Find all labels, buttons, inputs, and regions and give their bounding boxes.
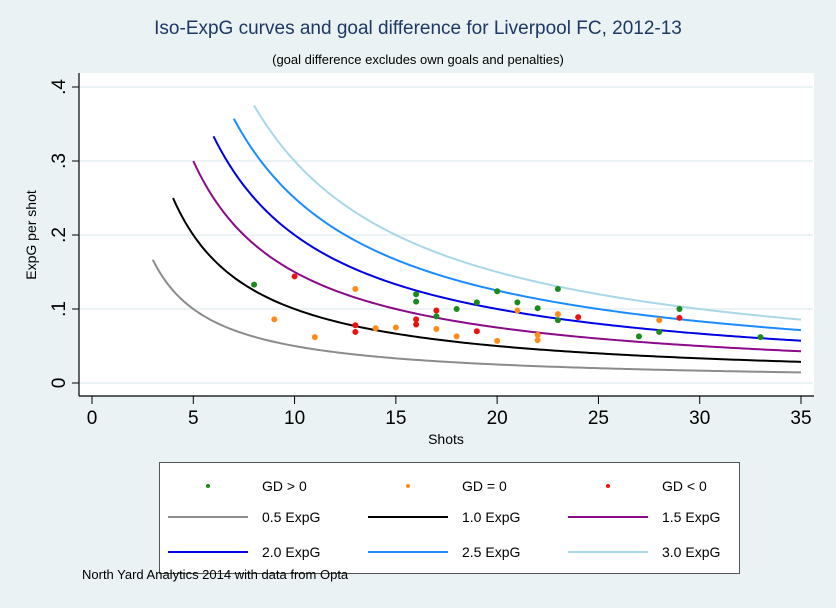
- point-gd-positive: [494, 288, 501, 295]
- legend-label: 2.0 ExpG: [262, 544, 321, 560]
- point-gd-zero: [514, 307, 521, 314]
- chart-plot: 0 5 10 15 20 25 30 35 0 .1 .2 .3 .4 Shots ExpG per …: [23, 73, 814, 447]
- legend-marker-dot: [568, 476, 648, 496]
- y-axis-ticks: 0 .1 .2 .3 .4: [49, 79, 79, 389]
- legend-label: GD < 0: [662, 478, 707, 494]
- legend-label: GD = 0: [462, 478, 507, 494]
- x-tick-label: 0: [87, 408, 98, 429]
- legend-label: 3.0 ExpG: [662, 544, 721, 560]
- legend-label: 1.0 ExpG: [462, 509, 521, 525]
- point-gd-positive: [656, 328, 663, 335]
- point-gd-positive: [534, 305, 541, 312]
- point-gd-zero: [352, 286, 359, 293]
- point-gd-positive: [635, 333, 642, 340]
- match-points: [251, 273, 764, 344]
- x-axis-label: Shots: [428, 431, 464, 447]
- y-tick-label: .3: [49, 153, 70, 169]
- point-gd-positive: [453, 306, 460, 312]
- point-gd-negative: [433, 307, 440, 314]
- point-gd-zero: [372, 325, 379, 332]
- point-gd-zero: [554, 311, 561, 318]
- chart-legend: GD > 0 GD = 0 GD < 0 0.5 ExpG 1.0 ExpG 1.5 Ex…: [159, 462, 740, 574]
- legend-label: 2.5 ExpG: [462, 544, 521, 560]
- point-gd-zero: [433, 325, 440, 332]
- y-tick-label: .1: [49, 301, 70, 317]
- legend-marker-dot: [368, 476, 448, 496]
- legend-marker-line: [568, 542, 648, 562]
- curve-0-5-expg: [151, 259, 802, 374]
- point-gd-negative: [473, 328, 480, 335]
- point-gd-zero: [392, 324, 399, 331]
- y-tick-label: .4: [49, 79, 70, 95]
- curve-2-0-expg: [212, 135, 802, 342]
- x-tick-label: 5: [188, 408, 199, 429]
- legend-label: 0.5 ExpG: [262, 509, 321, 525]
- legend-item: 2.5 ExpG: [368, 542, 520, 562]
- legend-label: GD > 0: [262, 478, 307, 494]
- x-axis-ticks: 0 5 10 15 20 25 30 35: [87, 396, 812, 429]
- point-gd-negative: [676, 314, 683, 321]
- x-tick-label: 35: [790, 408, 811, 429]
- legend-item: 1.0 ExpG: [368, 507, 520, 527]
- point-gd-negative: [352, 322, 359, 329]
- curve-3-0-expg: [253, 104, 802, 321]
- point-gd-positive: [554, 286, 561, 293]
- point-gd-positive: [514, 299, 521, 306]
- point-gd-negative: [413, 321, 420, 328]
- legend-label: 1.5 ExpG: [662, 509, 721, 525]
- legend-marker-line: [568, 507, 648, 527]
- point-gd-positive: [251, 281, 258, 288]
- point-gd-positive: [433, 313, 440, 320]
- point-gd-negative: [291, 273, 298, 280]
- legend-item: 2.0 ExpG: [168, 542, 320, 562]
- point-gd-negative: [352, 328, 359, 335]
- legend-marker-line: [368, 542, 448, 562]
- curve-1-0-expg: [172, 197, 802, 363]
- legend-item: GD > 0: [168, 476, 307, 496]
- curve-2-5-expg: [232, 118, 802, 332]
- y-tick-label: .2: [49, 227, 70, 243]
- point-gd-negative: [575, 314, 582, 321]
- legend-marker-line: [168, 507, 248, 527]
- x-tick-label: 10: [284, 408, 305, 429]
- x-tick-label: 15: [385, 408, 406, 429]
- point-gd-zero: [494, 337, 501, 344]
- chart-subtitle: (goal difference excludes own goals and …: [272, 52, 564, 67]
- point-gd-zero: [453, 333, 460, 340]
- source-note: North Yard Analytics 2014 with data from…: [82, 567, 349, 582]
- legend-item: 3.0 ExpG: [568, 542, 720, 562]
- y-axis-label: ExpG per shot: [23, 190, 39, 280]
- curve-1-5-expg: [192, 160, 802, 353]
- point-gd-positive: [413, 291, 420, 298]
- point-gd-positive: [473, 299, 480, 306]
- point-gd-positive: [676, 306, 683, 312]
- point-gd-zero: [534, 337, 541, 344]
- point-gd-zero: [271, 316, 278, 323]
- y-tick-label: 0: [49, 378, 70, 389]
- point-gd-negative: [413, 316, 420, 323]
- point-gd-zero: [656, 317, 663, 324]
- point-gd-zero: [311, 334, 318, 341]
- point-gd-zero: [534, 331, 541, 338]
- legend-item: 1.5 ExpG: [568, 507, 720, 527]
- point-gd-positive: [757, 334, 764, 341]
- point-gd-positive: [413, 298, 420, 305]
- x-tick-label: 20: [487, 408, 508, 429]
- legend-item: 0.5 ExpG: [168, 507, 320, 527]
- legend-marker-line: [168, 542, 248, 562]
- x-tick-label: 25: [588, 408, 609, 429]
- legend-item: GD < 0: [568, 476, 707, 496]
- x-tick-label: 30: [689, 408, 710, 429]
- legend-marker-dot: [168, 476, 248, 496]
- iso-expg-curves: [151, 104, 802, 374]
- chart-title: Iso-ExpG curves and goal difference for …: [154, 18, 682, 39]
- legend-item: GD = 0: [368, 476, 507, 496]
- gridlines: [80, 86, 813, 384]
- point-gd-positive: [554, 317, 561, 324]
- legend-marker-line: [368, 507, 448, 527]
